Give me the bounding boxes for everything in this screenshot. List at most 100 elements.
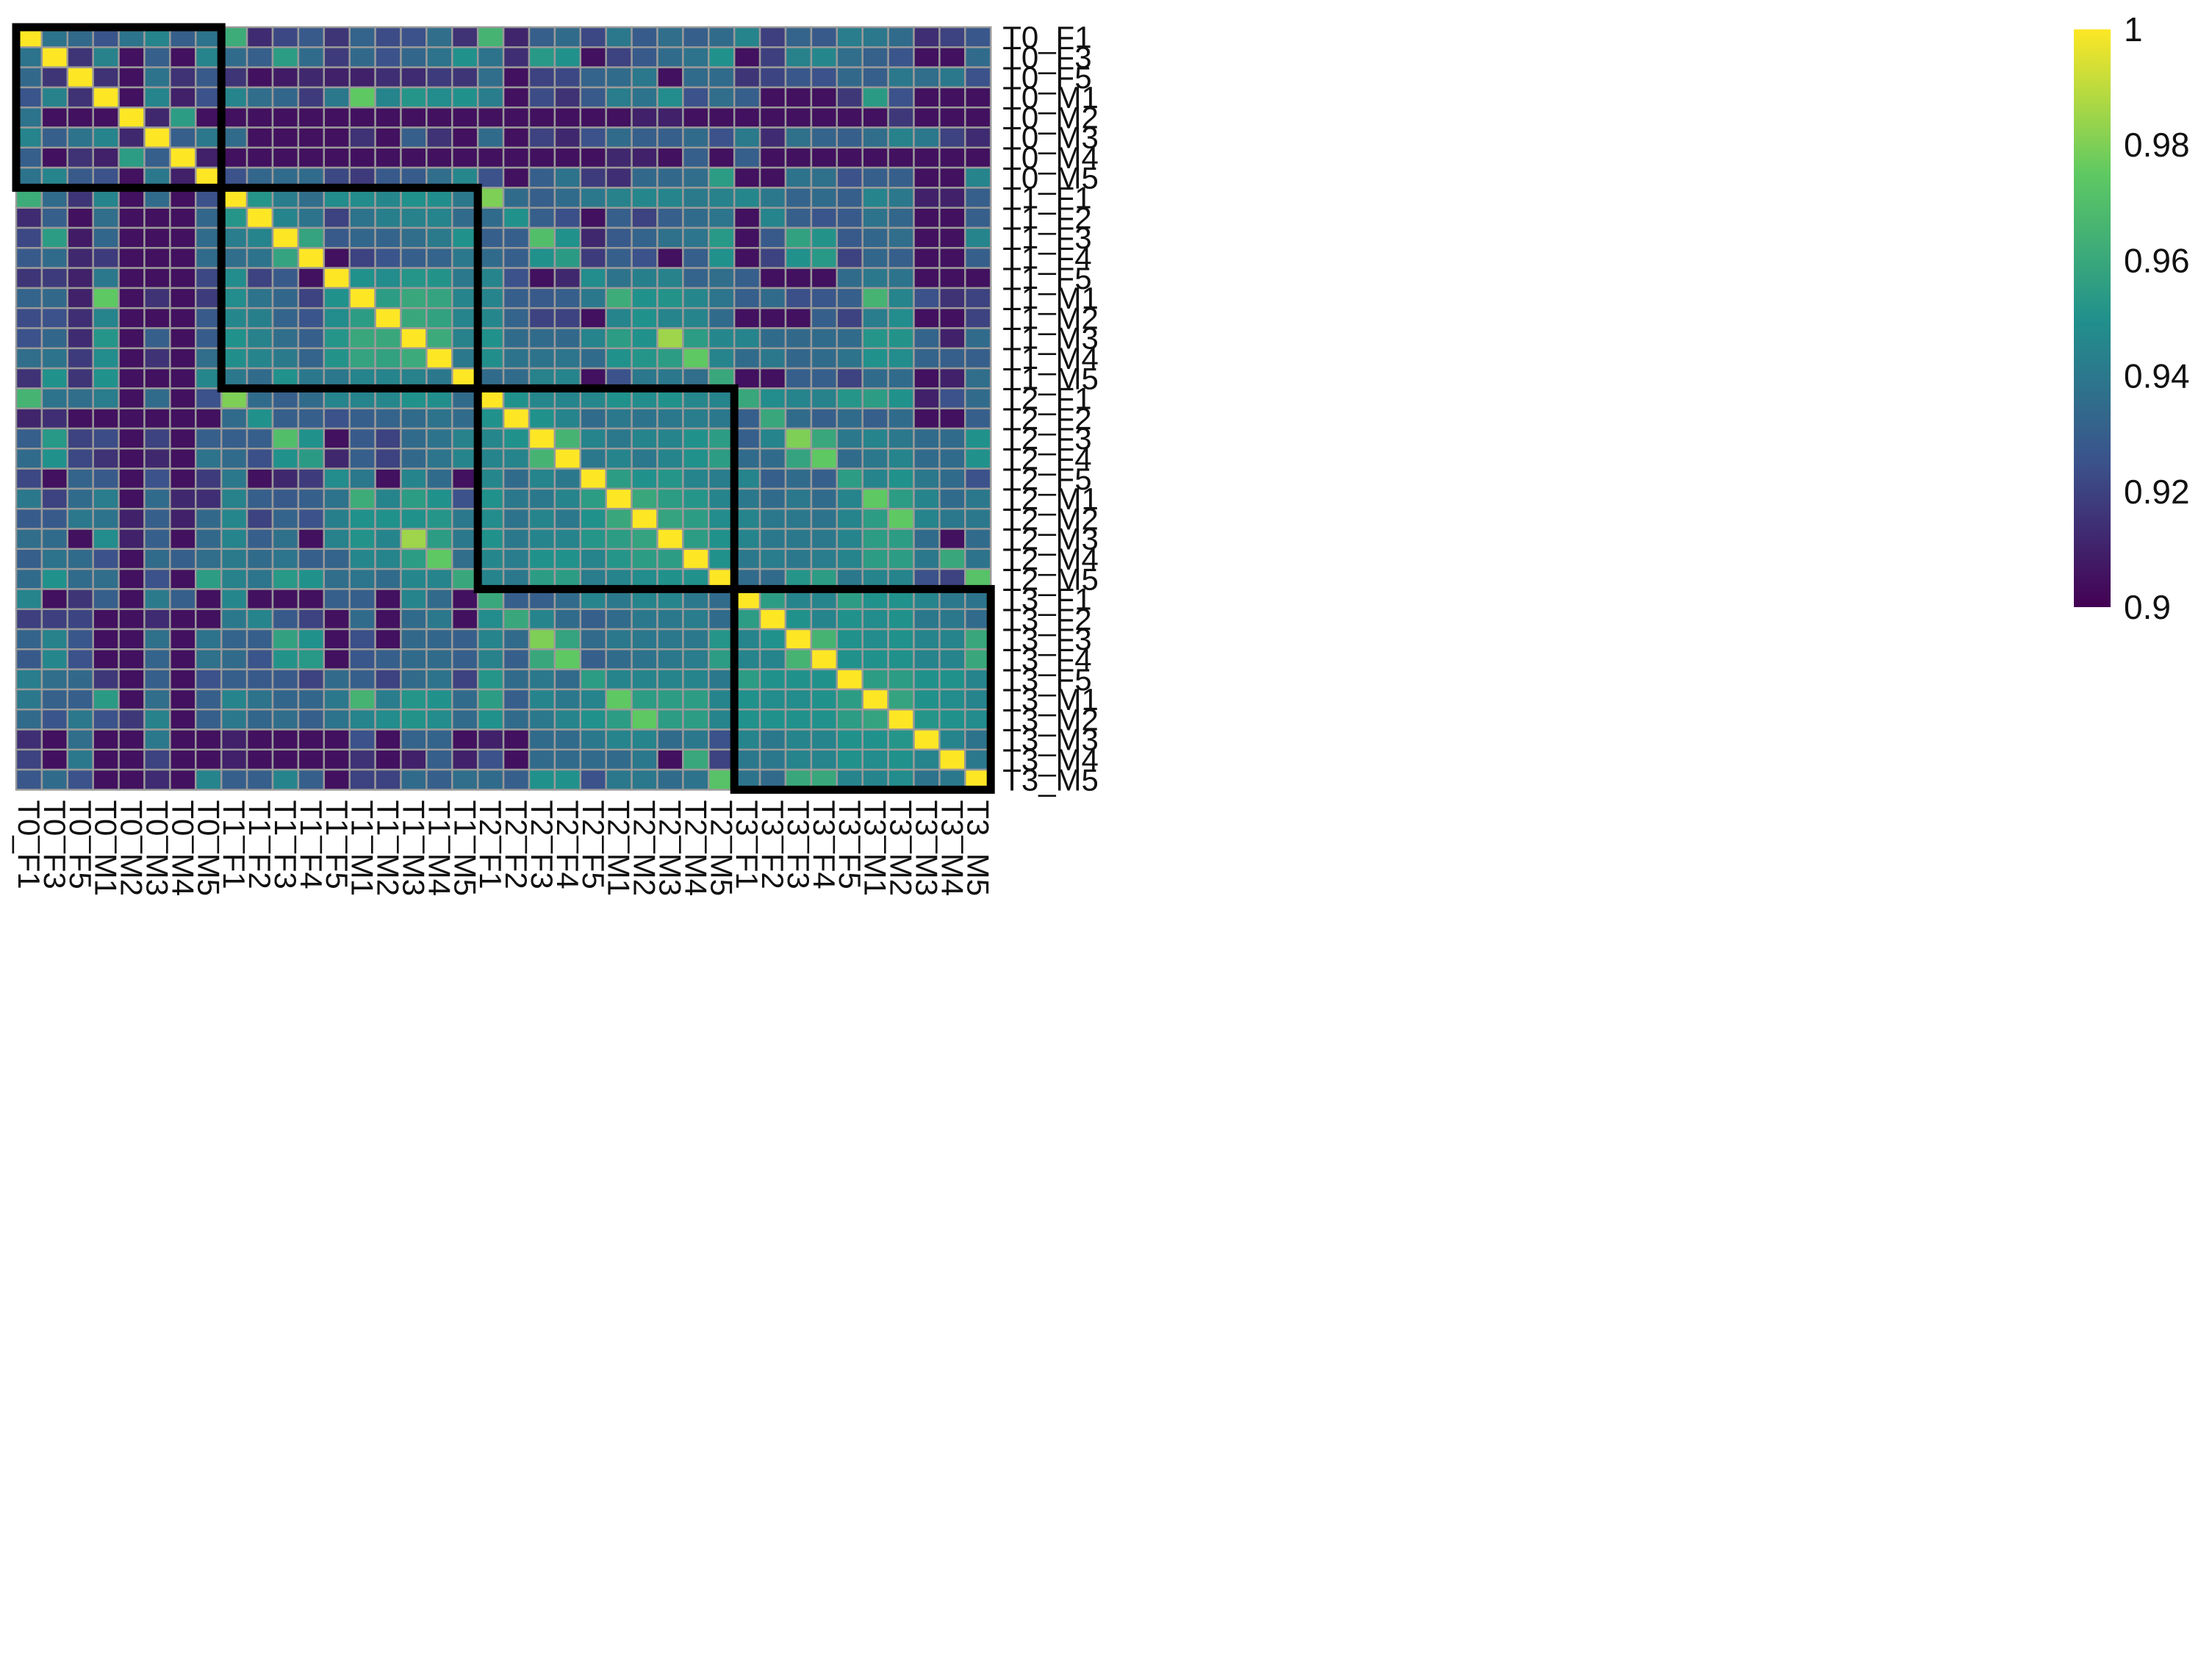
heatmap-cell (66, 748, 94, 771)
heatmap-cell (758, 46, 787, 68)
heatmap-cell (887, 66, 915, 89)
heatmap-cell (143, 307, 171, 329)
heatmap-cell (425, 327, 453, 350)
row-label: T1_F4 (1002, 240, 1091, 275)
heatmap-cell (758, 628, 787, 651)
heatmap-cell (938, 708, 966, 731)
heatmap-cell (66, 708, 94, 731)
heatmap-cell (169, 66, 197, 89)
heatmap-cell (656, 487, 684, 510)
heatmap-cell (143, 327, 171, 350)
heatmap-cell (15, 226, 43, 249)
heatmap-cell (682, 187, 710, 209)
heatmap-cell (887, 367, 915, 390)
heatmap-cell (374, 588, 402, 610)
heatmap-cell (938, 307, 966, 329)
heatmap-cell (92, 548, 120, 570)
heatmap-cell (605, 487, 633, 510)
heatmap-cell (758, 367, 787, 390)
heatmap-cell (810, 207, 839, 229)
heatmap-cell (400, 628, 428, 651)
heatmap-cell (631, 768, 658, 791)
row-label: T0_F1 (1002, 20, 1091, 54)
heatmap-cell (245, 487, 274, 510)
heatmap-cell (553, 86, 582, 109)
heatmap-cell (682, 166, 710, 189)
heatmap-cell (631, 287, 658, 309)
heatmap-cell (15, 387, 43, 409)
heatmap-cell (579, 327, 607, 350)
heatmap-cell (656, 528, 684, 551)
heatmap-cell (861, 347, 889, 370)
heatmap-cell (118, 267, 146, 290)
heatmap-cell (913, 86, 941, 109)
row-label: T1_F2 (1002, 201, 1091, 235)
heatmap-cell (861, 728, 889, 751)
heatmap-cell (118, 126, 146, 149)
heatmap-cell (733, 46, 761, 68)
heatmap-cell (476, 608, 505, 631)
heatmap-cell (913, 648, 941, 670)
heatmap-cell (579, 66, 607, 89)
heatmap-cell (836, 187, 863, 209)
heatmap-cell (733, 287, 761, 309)
heatmap-cell (92, 126, 120, 149)
heatmap-cell (323, 86, 351, 109)
heatmap-cell (169, 448, 197, 470)
heatmap-cell (579, 187, 607, 209)
heatmap-cell (913, 427, 941, 450)
heatmap-cell (348, 307, 376, 329)
heatmap-cell (348, 267, 376, 290)
heatmap-cell (323, 207, 351, 229)
heatmap-cell (169, 688, 197, 711)
row-label: T2_M1 (1002, 481, 1099, 516)
heatmap-cell (836, 106, 863, 129)
heatmap-cell (40, 487, 69, 510)
heatmap-cell (528, 407, 556, 430)
heatmap-cell (682, 427, 710, 450)
heatmap-cell (553, 26, 582, 49)
heatmap-cell (297, 588, 326, 610)
heatmap-cell (169, 226, 197, 249)
heatmap-cell (784, 86, 813, 109)
heatmap-cell (374, 628, 402, 651)
heatmap-cell (938, 648, 966, 670)
heatmap-cell (605, 467, 633, 490)
heatmap-cell (682, 26, 710, 49)
heatmap-cell (271, 407, 300, 430)
heatmap-cell (528, 267, 556, 290)
heatmap-cell (964, 247, 992, 269)
heatmap-cell (631, 648, 658, 670)
heatmap-cell (245, 668, 274, 691)
heatmap-cell (913, 708, 941, 731)
heatmap-cell (502, 307, 531, 329)
heatmap-cell (682, 487, 710, 510)
heatmap-cell (220, 748, 248, 771)
column-label: T3_M2 (884, 800, 919, 896)
heatmap-cell (528, 226, 556, 249)
heatmap-cell (502, 166, 531, 189)
heatmap-cell (66, 668, 94, 691)
heatmap-cell (682, 507, 710, 530)
heatmap-cell (553, 106, 582, 129)
heatmap-cell (605, 668, 633, 691)
heatmap-cell (758, 407, 787, 430)
heatmap-cell (92, 507, 120, 530)
heatmap-cell (195, 708, 223, 731)
column-label: T3_M1 (858, 800, 893, 896)
column-label: T1_M1 (345, 800, 380, 896)
heatmap-cell (784, 387, 813, 409)
row-label: T1_M4 (1002, 341, 1099, 376)
heatmap-cell (348, 347, 376, 370)
heatmap-cell (374, 407, 402, 430)
heatmap-cell (528, 287, 556, 309)
heatmap-cell (451, 106, 479, 129)
heatmap-cell (66, 728, 94, 751)
heatmap-cell (913, 247, 941, 269)
heatmap-cell (733, 347, 761, 370)
heatmap-cell (451, 86, 479, 109)
heatmap-cell (220, 528, 248, 551)
heatmap-cell (15, 347, 43, 370)
heatmap-cell (118, 628, 146, 651)
heatmap-cell (425, 66, 453, 89)
